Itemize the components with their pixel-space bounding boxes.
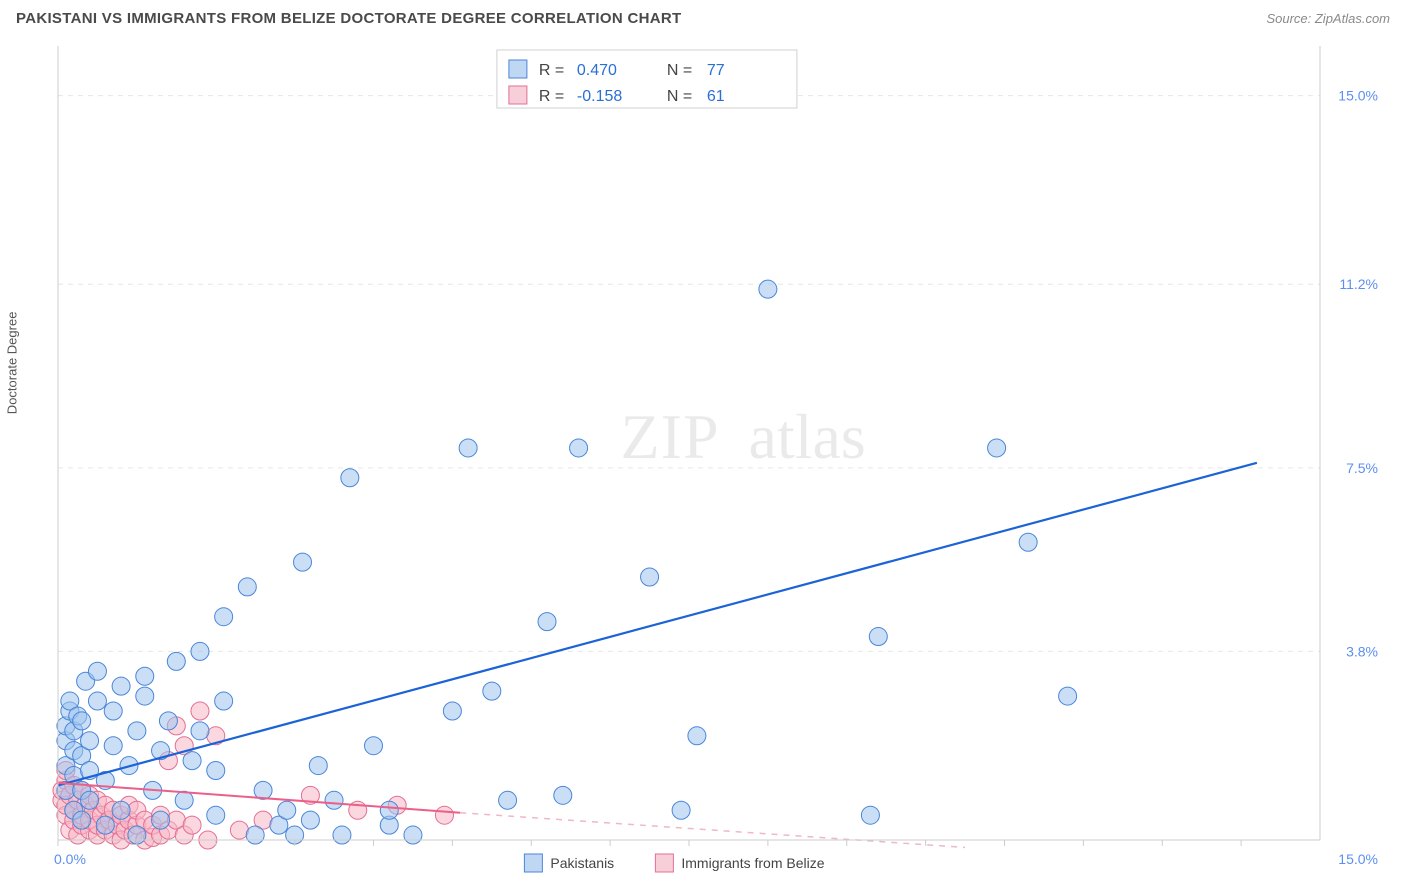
data-point xyxy=(104,702,122,720)
data-point xyxy=(215,608,233,626)
data-point xyxy=(88,692,106,710)
data-point xyxy=(861,806,879,824)
data-point xyxy=(88,662,106,680)
watermark: ZIP xyxy=(621,401,720,472)
scatter-chart: 3.8% 7.5% 11.2% 15.0% ZIP atlas 0.0% 15.0% R = 0.… xyxy=(16,40,1390,876)
stats-r-value: -0.158 xyxy=(577,88,622,105)
data-point xyxy=(365,737,383,755)
data-point xyxy=(230,821,248,839)
data-point xyxy=(380,801,398,819)
data-point xyxy=(499,791,517,809)
stats-r-label: R = xyxy=(539,88,564,105)
data-point xyxy=(1019,533,1037,551)
stats-n-value: 77 xyxy=(707,62,725,79)
data-point xyxy=(238,578,256,596)
data-point xyxy=(869,628,887,646)
y-tick-label: 11.2% xyxy=(1339,276,1378,292)
data-point xyxy=(81,732,99,750)
legend-label: Pakistanis xyxy=(550,855,614,871)
data-point xyxy=(333,826,351,844)
legend-swatch xyxy=(655,854,673,872)
data-point xyxy=(672,801,690,819)
data-point xyxy=(183,752,201,770)
data-point xyxy=(215,692,233,710)
data-point xyxy=(73,712,91,730)
page-title: PAKISTANI VS IMMIGRANTS FROM BELIZE DOCT… xyxy=(16,10,681,27)
x-tick-label: 15.0% xyxy=(1338,851,1378,867)
data-point xyxy=(104,737,122,755)
trend-line-extrapolated xyxy=(460,813,965,848)
y-axis-label: Doctorate Degree xyxy=(5,312,20,415)
data-point xyxy=(309,757,327,775)
data-point xyxy=(246,826,264,844)
y-tick-label: 7.5% xyxy=(1346,460,1378,476)
data-point xyxy=(191,722,209,740)
data-point xyxy=(435,806,453,824)
data-point xyxy=(483,682,501,700)
stats-n-label: N = xyxy=(667,88,692,105)
data-point xyxy=(112,677,130,695)
data-point xyxy=(136,667,154,685)
stats-n-value: 61 xyxy=(707,88,725,105)
data-point xyxy=(191,642,209,660)
data-point xyxy=(81,791,99,809)
trend-line xyxy=(58,463,1257,786)
data-point xyxy=(1059,687,1077,705)
stats-r-label: R = xyxy=(539,62,564,79)
data-point xyxy=(152,811,170,829)
data-point xyxy=(570,439,588,457)
data-point xyxy=(688,727,706,745)
data-point xyxy=(641,568,659,586)
data-point xyxy=(443,702,461,720)
x-tick-label: 0.0% xyxy=(54,851,86,867)
stats-swatch xyxy=(509,86,527,104)
data-point xyxy=(96,816,114,834)
data-point xyxy=(73,811,91,829)
data-point xyxy=(183,816,201,834)
data-point xyxy=(301,811,319,829)
legend-label: Immigrants from Belize xyxy=(681,855,824,871)
data-point xyxy=(325,791,343,809)
legend-swatch xyxy=(524,854,542,872)
data-point xyxy=(988,439,1006,457)
chart-area: Doctorate Degree 3.8%7.5%11.2%15.0%ZIPat… xyxy=(16,40,1390,876)
data-point xyxy=(341,469,359,487)
data-point xyxy=(175,791,193,809)
data-point xyxy=(191,702,209,720)
y-tick-label: 3.8% xyxy=(1346,643,1378,659)
data-point xyxy=(404,826,422,844)
data-point xyxy=(294,553,312,571)
stats-r-value: 0.470 xyxy=(577,62,617,79)
data-point xyxy=(538,613,556,631)
data-point xyxy=(167,652,185,670)
stats-n-label: N = xyxy=(667,62,692,79)
data-point xyxy=(112,801,130,819)
data-point xyxy=(554,786,572,804)
data-point xyxy=(128,722,146,740)
data-point xyxy=(278,801,296,819)
watermark: atlas xyxy=(749,401,866,472)
stats-swatch xyxy=(509,60,527,78)
data-point xyxy=(207,806,225,824)
data-point xyxy=(459,439,477,457)
data-point xyxy=(207,762,225,780)
y-tick-label: 15.0% xyxy=(1338,88,1378,104)
data-point xyxy=(159,712,177,730)
source-label: Source: ZipAtlas.com xyxy=(1266,11,1390,26)
data-point xyxy=(759,280,777,298)
data-point xyxy=(136,687,154,705)
